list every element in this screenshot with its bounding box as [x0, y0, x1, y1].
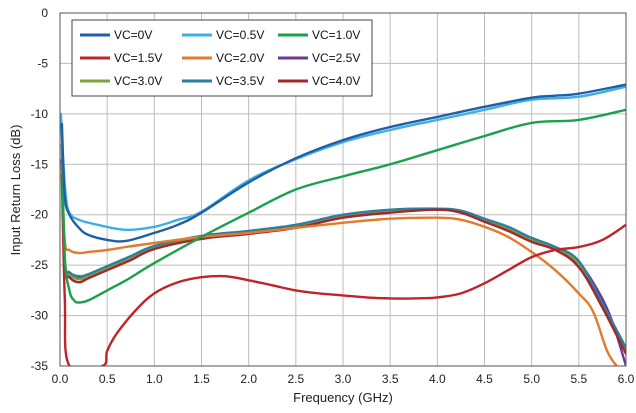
legend-label-vc-4-0v: VC=4.0V — [312, 74, 360, 88]
x-axis-title: Frequency (GHz) — [293, 390, 393, 405]
x-tick-label: 6.0 — [618, 372, 635, 386]
x-tick-label: 5.0 — [523, 372, 540, 386]
y-tick-label: -15 — [31, 157, 49, 171]
y-tick-label: -25 — [31, 258, 49, 272]
legend-label-vc-3-0v: VC=3.0V — [114, 74, 162, 88]
legend-label-vc-3-5v: VC=3.5V — [216, 74, 264, 88]
x-tick-label: 2.0 — [240, 372, 257, 386]
legend-label-vc-1-0v: VC=1.0V — [312, 28, 360, 42]
x-tick-label: 0.5 — [99, 372, 116, 386]
plot-border — [59, 12, 627, 367]
y-tick-label: -20 — [31, 208, 49, 222]
legend-label-vc-0-5v: VC=0.5V — [216, 28, 264, 42]
legend-box — [71, 19, 373, 97]
x-tick-label: 3.5 — [382, 372, 399, 386]
series-line-vc-0v — [60, 83, 626, 243]
series-line-vc-3-5v — [60, 159, 626, 349]
legend-label-vc-0v: VC=0V — [114, 28, 152, 42]
x-tick-label: 2.5 — [287, 372, 304, 386]
x-axis-ticks: 0.0 0.5 1.0 1.5 2.0 2.5 3.0 3.5 4.0 4.5 5.0 5.5 6.0 — [52, 372, 635, 386]
x-tick-label: 4.5 — [476, 372, 493, 386]
x-tick-label: 0.0 — [52, 372, 69, 386]
x-tick-label: 1.0 — [146, 372, 163, 386]
y-tick-label: -10 — [31, 107, 49, 121]
series-group — [60, 83, 626, 366]
legend-label-vc-1-5v: VC=1.5V — [114, 51, 162, 65]
y-tick-label: -35 — [31, 359, 49, 373]
y-tick-label: 0 — [41, 6, 48, 20]
y-tick-label: -30 — [31, 309, 49, 323]
series-line-vc-2-0v — [60, 163, 618, 366]
legend: VC=0V VC=0.5V VC=1.0V VC=1.5V VC=2.0V VC=2.5V… — [71, 19, 373, 97]
y-axis-ticks: 0 -5 -10 -15 -20 -25 -30 -35 — [31, 6, 49, 373]
x-tick-label: 1.5 — [193, 372, 210, 386]
y-axis-title: Input Return Loss (dB) — [8, 125, 23, 256]
x-tick-label: 3.0 — [335, 372, 352, 386]
x-tick-label: 4.0 — [429, 372, 446, 386]
series-line-vc-1-0v — [60, 108, 626, 304]
legend-label-vc-2-5v: VC=2.5V — [312, 51, 360, 65]
y-tick-label: -5 — [37, 56, 48, 70]
series-lines — [60, 83, 626, 366]
series-line-vc-4-0v — [60, 160, 626, 356]
x-tick-label: 5.5 — [570, 372, 587, 386]
legend-label-vc-2-0v: VC=2.0V — [216, 51, 264, 65]
series-line-vc-1-5v — [60, 173, 626, 366]
